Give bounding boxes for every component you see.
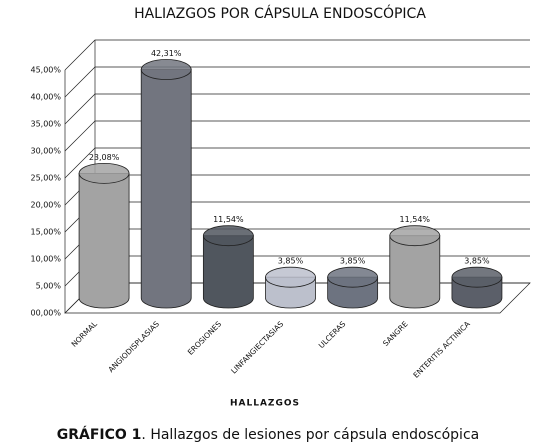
value-label: 42,31% bbox=[151, 49, 182, 58]
bar-top bbox=[78, 162, 130, 184]
y-tick-label: 30,00% bbox=[30, 147, 61, 156]
bar-top bbox=[140, 59, 192, 80]
x-tick-label: ENTERITIS ACTINICA bbox=[411, 319, 472, 380]
value-label: 23,08% bbox=[89, 153, 120, 162]
caption-text: . Hallazgos de lesiones por cápsula endo… bbox=[141, 427, 479, 443]
bar bbox=[389, 235, 441, 309]
value-label: 3,85% bbox=[340, 257, 366, 266]
bar-top bbox=[202, 225, 254, 247]
bar bbox=[140, 69, 192, 309]
chart-title: HALIAZGOS POR CÁPSULA ENDOSCÓPICA bbox=[134, 4, 426, 22]
grid-line bbox=[64, 147, 530, 179]
bar-top bbox=[327, 266, 379, 288]
grid-line bbox=[64, 39, 530, 71]
bar-top bbox=[451, 266, 503, 288]
bar-top bbox=[389, 225, 441, 247]
caption-label: GRÁFICO 1 bbox=[57, 426, 142, 443]
bar-top bbox=[265, 266, 316, 288]
y-tick-label: 40,00% bbox=[30, 93, 61, 102]
grid-line bbox=[64, 93, 530, 125]
value-label: 3,85% bbox=[464, 257, 490, 266]
x-tick-label: LINFANGIECTASIAS bbox=[229, 319, 285, 375]
y-tick-label: 00,00% bbox=[30, 309, 61, 318]
y-tick-label: 15,00% bbox=[30, 228, 61, 237]
x-tick-label: EROSIONES bbox=[186, 319, 224, 357]
value-label: 3,85% bbox=[278, 257, 304, 266]
value-label: 11,54% bbox=[400, 215, 431, 224]
value-label: 11,54% bbox=[213, 215, 244, 224]
y-tick-label: 20,00% bbox=[30, 201, 61, 210]
grid-line bbox=[64, 201, 530, 233]
bar bbox=[78, 172, 130, 309]
grid-line bbox=[64, 120, 530, 152]
grid-line bbox=[64, 228, 530, 260]
caption: GRÁFICO 1. Hallazgos de lesiones por cáp… bbox=[57, 426, 479, 443]
y-tick-label: 5,00% bbox=[36, 282, 62, 291]
bar bbox=[202, 235, 254, 309]
grid-line bbox=[64, 174, 530, 206]
x-tick-label: ANGIODISPLASIAS bbox=[106, 319, 161, 374]
y-tick-label: 25,00% bbox=[30, 174, 61, 183]
x-axis-title: HALLAZGOS bbox=[230, 399, 300, 409]
y-tick-label: 10,00% bbox=[30, 255, 61, 264]
y-tick-label: 35,00% bbox=[30, 120, 61, 129]
x-tick-label: ULCERAS bbox=[317, 319, 348, 350]
x-tick-label: NORMAL bbox=[70, 319, 100, 349]
grid-line bbox=[64, 66, 530, 98]
x-tick-label: SANGRE bbox=[381, 319, 410, 348]
y-tick-label: 45,00% bbox=[30, 66, 61, 75]
